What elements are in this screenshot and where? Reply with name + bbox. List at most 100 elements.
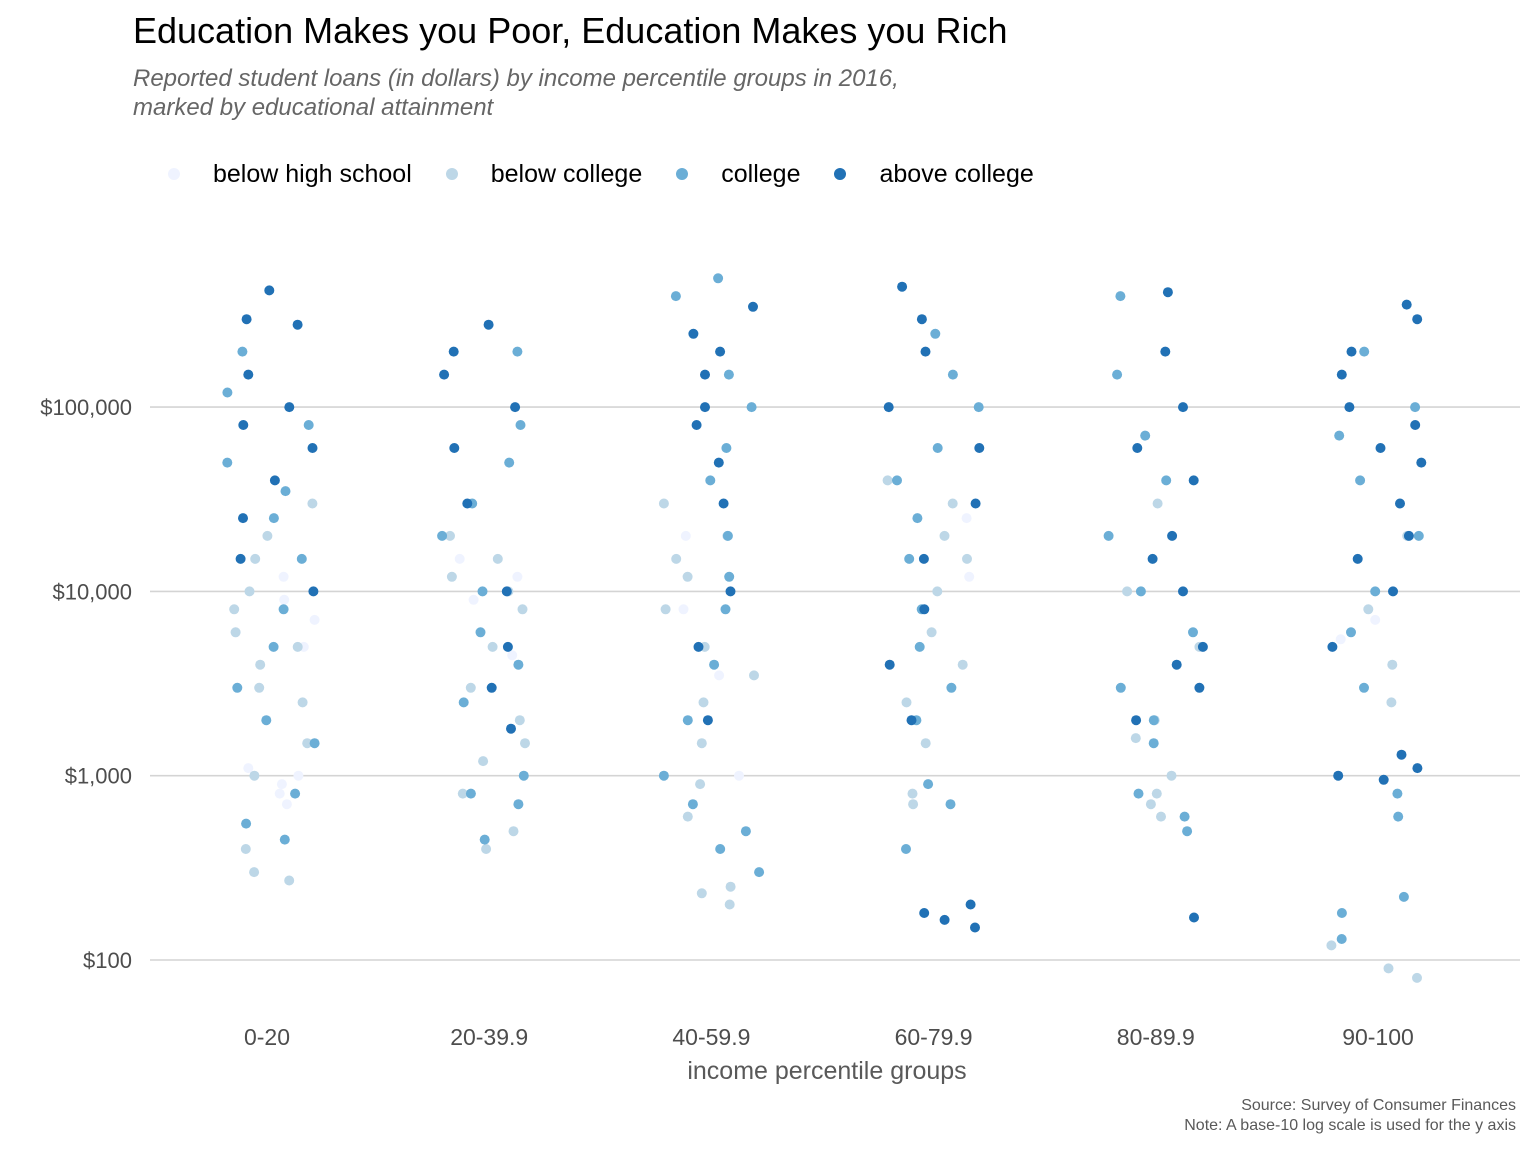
data-point: [1416, 457, 1427, 468]
data-point: [1130, 733, 1141, 744]
data-point: [1363, 604, 1374, 615]
data-point: [1147, 553, 1158, 564]
data-point: [970, 498, 981, 509]
gridlines: [150, 406, 1520, 961]
data-point: [1148, 715, 1159, 726]
data-point: [923, 779, 934, 790]
data-point: [281, 799, 292, 810]
data-point: [947, 369, 958, 380]
data-point: [932, 443, 943, 453]
data-point: [1396, 749, 1407, 760]
data-point: [465, 788, 476, 799]
data-point: [518, 770, 529, 781]
data-point: [1336, 908, 1347, 918]
data-point: [513, 659, 524, 670]
data-point: [722, 530, 733, 541]
data-point: [1326, 940, 1337, 951]
data-point: [1156, 811, 1166, 822]
data-point: [492, 553, 503, 564]
legend-dot-above-college: [834, 168, 847, 180]
data-point: [454, 553, 465, 564]
data-point: [303, 420, 314, 430]
data-point: [882, 475, 893, 486]
data-point: [1403, 530, 1414, 541]
legend-dot-college: [676, 168, 689, 180]
data-point: [1378, 774, 1389, 785]
data-point: [268, 513, 279, 524]
data-point: [932, 586, 943, 597]
data-point: [939, 914, 950, 925]
data-point: [892, 475, 902, 486]
data-point: [1327, 641, 1338, 652]
data-point: [754, 867, 765, 878]
data-point: [243, 763, 254, 774]
data-point: [918, 553, 929, 564]
data-point: [947, 498, 958, 509]
legend-label-below-college: below college: [490, 159, 643, 188]
data-point: [1115, 682, 1126, 693]
data-point: [660, 604, 671, 615]
legend-item-above-college: above college: [834, 160, 1034, 189]
data-point: [261, 715, 272, 726]
x-tick-label: 60-79.9: [895, 1024, 973, 1050]
data-point: [302, 738, 313, 749]
data-point: [468, 594, 479, 605]
data-point: [930, 328, 941, 339]
data-point: [1346, 346, 1357, 357]
data-point: [479, 834, 490, 845]
data-point: [720, 604, 731, 615]
data-point: [1131, 715, 1142, 726]
legend-dot-below-high-school: [168, 168, 180, 180]
data-point: [448, 346, 459, 357]
data-point: [696, 888, 707, 899]
data-point: [1387, 659, 1398, 670]
data-point: [508, 826, 519, 837]
data-point: [1167, 530, 1178, 541]
y-tick-label: $100: [83, 948, 132, 973]
data-point: [919, 604, 930, 615]
data-point: [1401, 299, 1412, 310]
data-point: [1383, 963, 1394, 974]
data-point: [279, 834, 290, 845]
data-point: [1152, 498, 1163, 509]
data-point: [292, 641, 303, 652]
data-point: [688, 328, 699, 339]
data-point: [296, 553, 307, 564]
data-point: [908, 799, 919, 810]
data-point: [481, 844, 492, 854]
data-point: [912, 513, 923, 524]
data-point: [671, 553, 682, 564]
caption-note: Note: A base-10 log scale is used for th…: [1184, 1117, 1516, 1134]
data-point: [897, 281, 908, 292]
data-point: [230, 627, 241, 638]
data-point: [241, 314, 252, 325]
legend-label-college: college: [721, 159, 801, 188]
data-point: [274, 788, 285, 799]
data-point: [1375, 443, 1386, 453]
data-point: [1171, 659, 1182, 670]
data-point: [309, 614, 320, 625]
data-point: [269, 475, 280, 486]
data-point: [445, 530, 455, 541]
data-point: [268, 641, 279, 652]
data-point: [1335, 634, 1346, 645]
legend: below high school below college college …: [168, 156, 1068, 192]
data-point: [724, 571, 735, 582]
data-point: [698, 697, 709, 708]
caption-source: Source: Survey of Consumer Finances: [1241, 1097, 1516, 1114]
data-point: [680, 530, 691, 541]
data-point: [1194, 682, 1205, 693]
data-point: [658, 770, 669, 781]
data-point: [682, 715, 693, 726]
data-point: [946, 682, 957, 693]
data-point: [1132, 443, 1143, 453]
data-point: [517, 604, 528, 615]
data-point: [1370, 586, 1381, 597]
data-point: [487, 641, 498, 652]
data-point: [293, 770, 304, 781]
data-point: [883, 402, 894, 413]
data-point: [297, 697, 308, 708]
data-point: [1189, 912, 1199, 923]
data-point: [1145, 799, 1156, 810]
data-point: [1135, 586, 1146, 597]
